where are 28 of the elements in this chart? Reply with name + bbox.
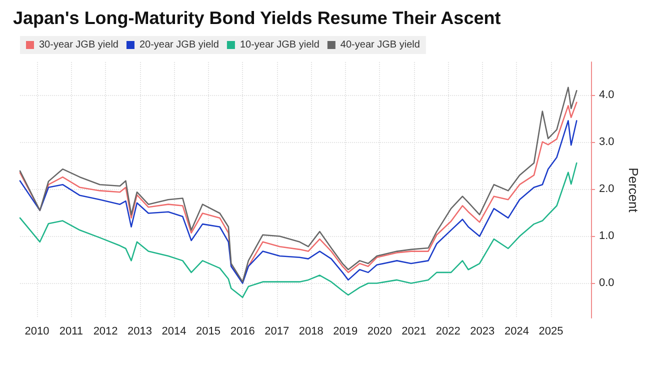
x-tick-label: 2024 [504, 326, 529, 338]
y-tick-label: 1.0 [599, 230, 614, 242]
x-tick-label: 2020 [367, 326, 392, 338]
legend-label: 40-year JGB yield [340, 40, 420, 50]
x-tick-label: 2015 [196, 326, 221, 338]
x-tick-label: 2019 [333, 326, 358, 338]
x-tick-label: 2013 [128, 326, 152, 338]
legend-label: 20-year JGB yield [139, 40, 219, 50]
y-axis-title: Percent [626, 168, 641, 213]
legend-label: 10-year JGB yield [240, 40, 320, 50]
x-tick-label: 2012 [93, 326, 118, 338]
y-tick-label: 2.0 [599, 182, 614, 195]
x-tick-label: 2018 [298, 326, 324, 338]
x-tick-label: 2014 [162, 326, 186, 338]
x-tick-label: 2025 [538, 326, 564, 338]
x-tick-label: 2022 [436, 326, 460, 338]
y-tick-label: 3.0 [599, 136, 614, 148]
line-series [19, 162, 578, 298]
y-tick-label: 0.0 [599, 276, 614, 289]
x-tick-label: 2017 [264, 326, 290, 338]
x-tick-label: 2023 [470, 326, 495, 338]
legend-label: 30-year JGB yield [39, 40, 118, 50]
chart-title: Japan's Long-Maturity Bond Yields Resume Their Ascent [13, 8, 501, 28]
x-tick-label: 2016 [230, 326, 255, 338]
x-tick-label: 2021 [402, 326, 426, 338]
y-tick-label: 4.0 [599, 88, 614, 101]
x-tick-label: 2010 [24, 326, 50, 338]
x-tick-label: 2011 [59, 326, 84, 338]
